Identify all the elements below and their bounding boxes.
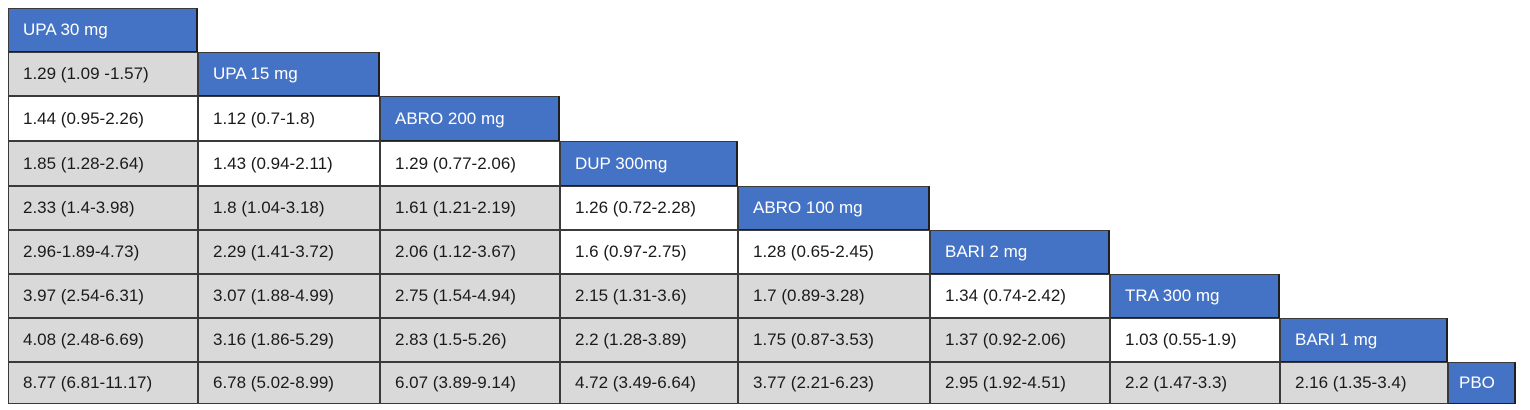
comparison-cell-r8-c0: 8.77 (6.81-11.17) [8, 362, 198, 404]
comparison-cell-r7-c6: 1.03 (0.55-1.9) [1110, 318, 1280, 362]
treatment-header-bari-2-mg: BARI 2 mg [930, 230, 1110, 274]
treatment-header-abro-200-mg: ABRO 200 mg [380, 96, 560, 141]
comparison-cell-r6-c5: 1.34 (0.74-2.42) [930, 274, 1110, 318]
comparison-cell-r5-c2: 2.06 (1.12-3.67) [380, 230, 560, 274]
comparison-cell-r2-c1: 1.12 (0.7-1.8) [198, 96, 380, 141]
comparison-cell-r7-c2: 2.83 (1.5-5.26) [380, 318, 560, 362]
comparison-cell-r2-c0: 1.44 (0.95-2.26) [8, 96, 198, 141]
comparison-cell-r5-c3: 1.6 (0.97-2.75) [560, 230, 738, 274]
comparison-cell-r5-c4: 1.28 (0.65-2.45) [738, 230, 930, 274]
comparison-cell-r3-c1: 1.43 (0.94-2.11) [198, 141, 380, 186]
comparison-cell-r7-c4: 1.75 (0.87-3.53) [738, 318, 930, 362]
treatment-header-abro-100-mg: ABRO 100 mg [738, 186, 930, 230]
comparison-cell-r6-c4: 1.7 (0.89-3.28) [738, 274, 930, 318]
comparison-cell-r8-c3: 4.72 (3.49-6.64) [560, 362, 738, 404]
comparison-cell-r4-c2: 1.61 (1.21-2.19) [380, 186, 560, 230]
comparison-cell-r5-c1: 2.29 (1.41-3.72) [198, 230, 380, 274]
comparison-cell-r5-c0: 2.96-1.89-4.73) [8, 230, 198, 274]
treatment-header-pbo: PBO [1448, 362, 1516, 404]
comparison-cell-r4-c1: 1.8 (1.04-3.18) [198, 186, 380, 230]
comparison-cell-r7-c5: 1.37 (0.92-2.06) [930, 318, 1110, 362]
treatment-header-upa-30-mg: UPA 30 mg [8, 8, 198, 52]
treatment-header-dup-300mg: DUP 300mg [560, 141, 738, 186]
treatment-header-bari-1-mg: BARI 1 mg [1280, 318, 1448, 362]
comparison-cell-r8-c5: 2.95 (1.92-4.51) [930, 362, 1110, 404]
comparison-cell-r1-c0: 1.29 (1.09 -1.57) [8, 52, 198, 96]
comparison-cell-r3-c0: 1.85 (1.28-2.64) [8, 141, 198, 186]
treatment-header-tra-300-mg: TRA 300 mg [1110, 274, 1280, 318]
comparison-cell-r8-c4: 3.77 (2.21-6.23) [738, 362, 930, 404]
comparison-cell-r7-c1: 3.16 (1.86-5.29) [198, 318, 380, 362]
comparison-cell-r3-c2: 1.29 (0.77-2.06) [380, 141, 560, 186]
comparison-cell-r6-c3: 2.15 (1.31-3.6) [560, 274, 738, 318]
comparison-cell-r4-c0: 2.33 (1.4-3.98) [8, 186, 198, 230]
comparison-cell-r4-c3: 1.26 (0.72-2.28) [560, 186, 738, 230]
comparison-cell-r6-c1: 3.07 (1.88-4.99) [198, 274, 380, 318]
comparison-cell-r6-c0: 3.97 (2.54-6.31) [8, 274, 198, 318]
comparison-cell-r6-c2: 2.75 (1.54-4.94) [380, 274, 560, 318]
treatment-header-upa-15-mg: UPA 15 mg [198, 52, 380, 96]
comparison-cell-r8-c2: 6.07 (3.89-9.14) [380, 362, 560, 404]
comparison-cell-r8-c7: 2.16 (1.35-3.4) [1280, 362, 1448, 404]
comparison-cell-r8-c6: 2.2 (1.47-3.3) [1110, 362, 1280, 404]
comparison-cell-r8-c1: 6.78 (5.02-8.99) [198, 362, 380, 404]
comparison-cell-r7-c3: 2.2 (1.28-3.89) [560, 318, 738, 362]
comparison-cell-r7-c0: 4.08 (2.48-6.69) [8, 318, 198, 362]
